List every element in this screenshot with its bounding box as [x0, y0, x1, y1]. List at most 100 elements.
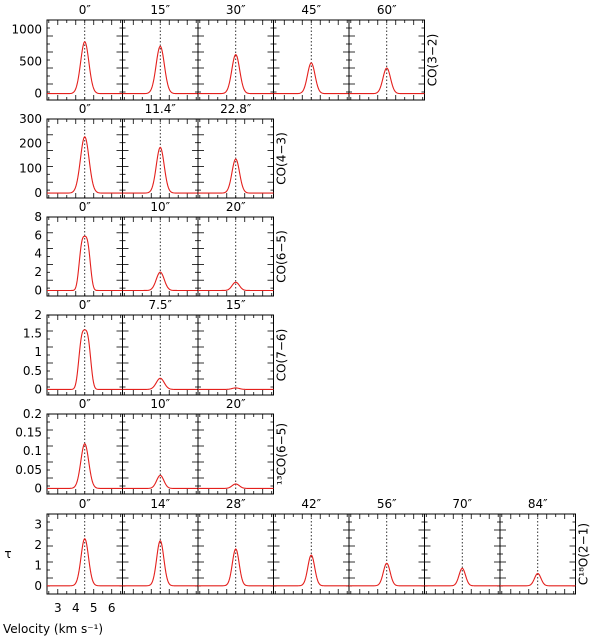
panel [46, 413, 123, 495]
row-1 [46, 19, 425, 101]
spectrum-line [47, 443, 123, 489]
y-tick-label: 3 [34, 517, 42, 531]
spectrum-line [122, 45, 198, 95]
y-tick-label: 1 [34, 558, 42, 572]
row-6 [46, 513, 576, 595]
panel [122, 413, 199, 495]
x-axis-label: Velocity (km s⁻¹) [3, 622, 103, 636]
offset-label: 10″ [150, 397, 170, 411]
spectrum-line [198, 483, 274, 489]
y-tick-label: 0 [34, 579, 42, 593]
panel [197, 19, 274, 101]
spectrum-line [198, 281, 274, 292]
offset-label: 7.5″ [148, 298, 172, 312]
row-4 [46, 314, 274, 396]
row-3 [46, 216, 274, 297]
offset-label: 70″ [452, 497, 472, 511]
y-tick-label: 300 [19, 112, 42, 126]
offset-label: 10″ [150, 200, 170, 214]
spectrum-line [122, 146, 198, 194]
spectrum-line [47, 136, 123, 194]
x-tick-label: 5 [90, 601, 98, 615]
panel [122, 19, 199, 101]
offset-label: 45″ [301, 3, 321, 17]
spectrum-line [47, 41, 123, 95]
spectrum-line [198, 53, 274, 95]
spectrum-line [47, 329, 123, 390]
spectrum-line [198, 387, 274, 390]
offset-label: 20″ [226, 200, 246, 214]
panel [122, 216, 199, 297]
offset-label: 0″ [79, 397, 92, 411]
panel [197, 513, 274, 595]
panel [348, 19, 425, 101]
y-tick-label: 2 [34, 538, 42, 552]
y-tick-label: 6 [34, 228, 42, 242]
panel [46, 513, 123, 595]
y-tick-label: 100 [19, 161, 42, 175]
spectrum-line [122, 271, 198, 292]
spectrum-line [122, 377, 198, 390]
spectrum-line [122, 539, 198, 587]
offset-label: 0″ [79, 102, 92, 116]
y-tick-label: 1.5 [23, 327, 42, 341]
y-tick-label: 2 [34, 265, 42, 279]
panel [197, 413, 274, 495]
x-tick-label: 4 [72, 601, 80, 615]
offset-label: 0″ [79, 497, 92, 511]
offset-label: 15″ [150, 3, 170, 17]
y-tick-label: 0.15 [15, 426, 42, 440]
spectrum-line [500, 572, 576, 587]
y-tick-label: 0 [34, 382, 42, 396]
row-label: CO(4−3) [275, 132, 289, 185]
panel [46, 314, 123, 396]
y-tick-label: 0.1 [23, 444, 42, 458]
panel [197, 118, 274, 199]
y-tick-label: 0 [34, 283, 42, 297]
row-2 [46, 118, 274, 199]
offset-label: 84″ [528, 497, 548, 511]
panel [273, 513, 350, 595]
offset-label: 60″ [377, 3, 397, 17]
offset-label: 15″ [226, 298, 246, 312]
offset-label: 20″ [226, 397, 246, 411]
panel [424, 513, 501, 595]
y-tick-label: 2 [34, 308, 42, 322]
row-5 [46, 413, 274, 495]
spectrum-line [47, 537, 123, 587]
row-label: CO(6−5) [275, 230, 289, 283]
y-tick-label: 0 [34, 481, 42, 495]
offset-label: 0″ [79, 298, 92, 312]
offset-label: 0″ [79, 200, 92, 214]
y-tick-label: 8 [34, 210, 42, 224]
panel [348, 513, 425, 595]
y-tick-label: 4 [34, 247, 42, 261]
offset-label: 42″ [301, 497, 321, 511]
panel [46, 216, 123, 297]
spectrum-line [122, 474, 198, 489]
y-tick-label: 1 [34, 345, 42, 359]
spectrum-line [198, 548, 274, 587]
offset-label: 56″ [377, 497, 397, 511]
panel [499, 513, 576, 595]
spectrum-line [349, 67, 425, 95]
y-tick-label: 0.2 [23, 407, 42, 421]
offset-label: 30″ [226, 3, 246, 17]
x-tick-label: 3 [54, 601, 62, 615]
row-label: CO(3−2) [426, 34, 440, 87]
spectrum-line [273, 62, 349, 95]
panel [122, 513, 199, 595]
spectrum-line [349, 562, 425, 587]
panel [273, 19, 350, 101]
spectrum-line [198, 158, 274, 194]
y-tick-label: 0.5 [23, 364, 42, 378]
y-tick-label: 200 [19, 137, 42, 151]
y-tick-label: 0 [34, 87, 42, 101]
x-tick-label: 6 [108, 601, 116, 615]
panel [197, 216, 274, 297]
offset-label: 0″ [79, 3, 92, 17]
panel [46, 118, 123, 199]
panel [122, 118, 199, 199]
y-tick-label: 1000 [11, 23, 42, 37]
